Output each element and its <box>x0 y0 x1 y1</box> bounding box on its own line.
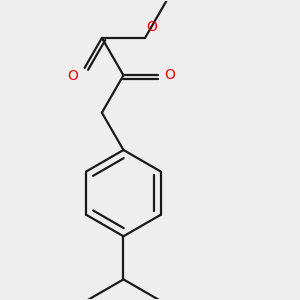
Text: O: O <box>67 70 78 83</box>
Text: O: O <box>164 68 175 82</box>
Text: O: O <box>146 20 157 34</box>
